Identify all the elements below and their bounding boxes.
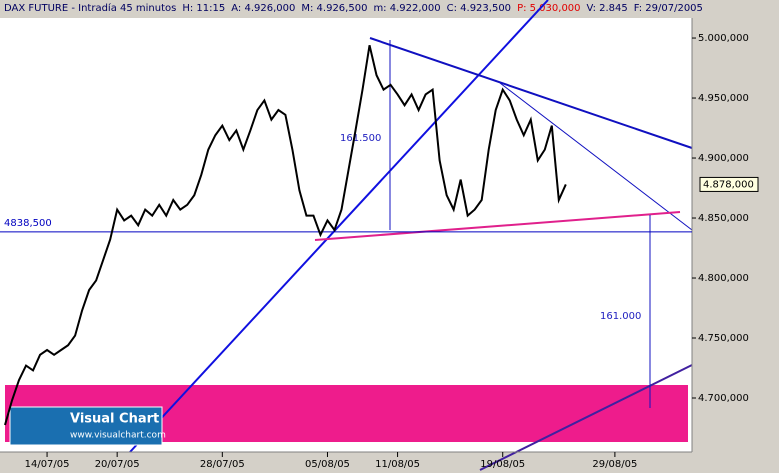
plot-area bbox=[0, 18, 692, 452]
header-field: A: 4.926,000 bbox=[231, 3, 296, 14]
x-tick-label: 14/07/05 bbox=[25, 459, 70, 470]
watermark bbox=[9, 406, 163, 446]
y-tick-label: 4.900,000 bbox=[698, 153, 749, 164]
y-tick-label: 4.850,000 bbox=[698, 213, 749, 224]
x-tick-label: 19/08/05 bbox=[480, 459, 525, 470]
header-field: P: 5.030,000 bbox=[517, 3, 581, 14]
header-field: F: 29/07/2005 bbox=[633, 3, 703, 14]
title: DAX FUTURE - Intradía 45 minutos bbox=[4, 3, 177, 14]
header-field: C: 4.923,500 bbox=[446, 3, 512, 14]
trendline bbox=[499, 82, 693, 231]
header-field: V: 2.845 bbox=[586, 3, 628, 14]
last-price-label: 4.878,000 bbox=[703, 179, 754, 190]
trendline bbox=[314, 211, 681, 241]
header-field: m: 4.922,000 bbox=[373, 3, 441, 14]
y-tick-label: 5.000,000 bbox=[698, 33, 749, 44]
x-tick-label: 20/07/05 bbox=[95, 459, 140, 470]
x-tick-label: 11/08/05 bbox=[375, 459, 420, 470]
reference-label: 4838,500 bbox=[4, 218, 52, 229]
y-tick-label: 4.750,000 bbox=[698, 333, 749, 344]
price-line bbox=[4, 45, 567, 426]
watermark-title: Visual Chart bbox=[70, 412, 159, 427]
y-tick-label: 4.950,000 bbox=[698, 93, 749, 104]
last-price-box bbox=[699, 176, 759, 192]
trendline bbox=[369, 37, 693, 149]
y-tick-label: 4.800,000 bbox=[698, 273, 749, 284]
annotation: 161.500 bbox=[340, 133, 381, 144]
x-tick-label: 28/07/05 bbox=[200, 459, 245, 470]
annotation: 161.000 bbox=[600, 311, 641, 322]
header-field: H: 11:15 bbox=[182, 3, 226, 14]
watermark-url: www.visualchart.com bbox=[70, 431, 166, 441]
header: DAX FUTURE - Intradía 45 minutos H: 11:15… bbox=[0, 0, 779, 17]
y-tick-label: 4.700,000 bbox=[698, 393, 749, 404]
x-tick-label: 05/08/05 bbox=[305, 459, 350, 470]
header-field: M: 4.926,500 bbox=[301, 3, 368, 14]
x-tick-label: 29/08/05 bbox=[592, 459, 637, 470]
